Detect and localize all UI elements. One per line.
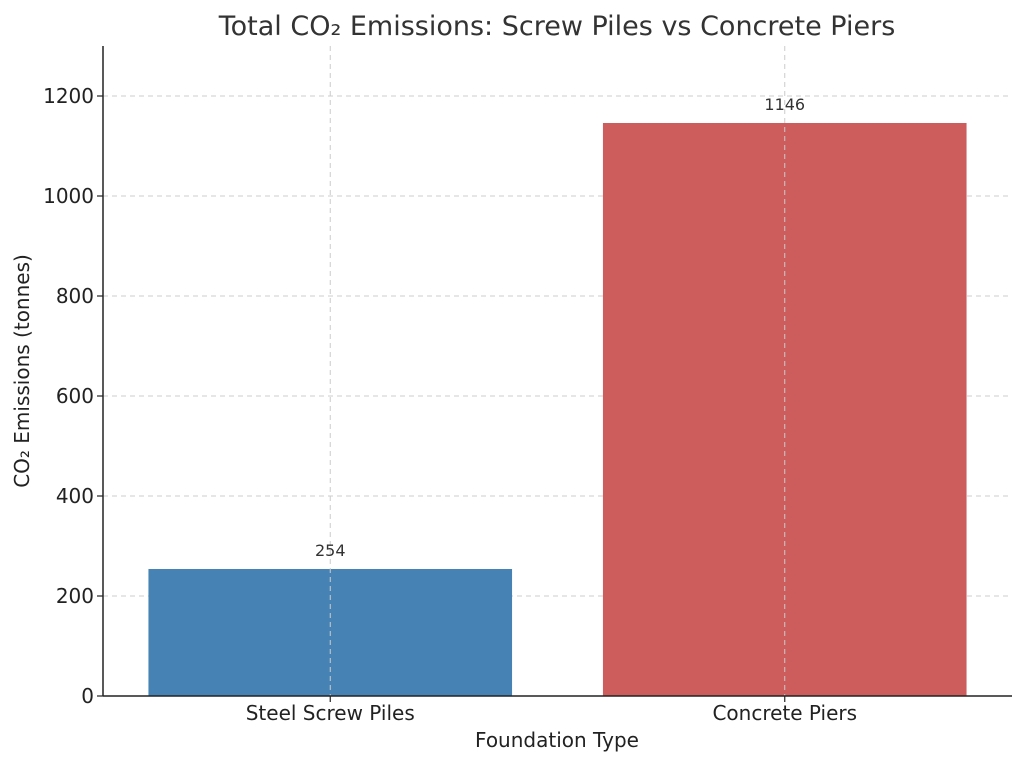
y-tick-label: 1000 — [43, 184, 94, 208]
bars-layer — [148, 123, 967, 696]
y-tick-label: 1200 — [43, 84, 94, 108]
labels-layer: 0 200 400 600 800 1000 1200 Steel Screw Piles 25… — [43, 84, 857, 725]
axes-layer — [97, 46, 1012, 702]
x-tick-label: Concrete Piers — [712, 701, 857, 725]
y-tick-label: 600 — [56, 384, 94, 408]
y-axis-label: CO₂ Emissions (tonnes) — [10, 254, 34, 488]
y-tick-label: 800 — [56, 284, 94, 308]
y-tick-label: 0 — [81, 684, 94, 708]
y-tick-label: 400 — [56, 484, 94, 508]
bar-data-label: 254 — [315, 541, 346, 560]
chart-title: Total CO₂ Emissions: Screw Piles vs Conc… — [218, 11, 896, 42]
y-tick-label: 200 — [56, 584, 94, 608]
x-axis-label: Foundation Type — [475, 728, 639, 752]
bar-data-label: 1146 — [764, 95, 805, 114]
x-tick-label: Steel Screw Piles — [246, 701, 415, 725]
